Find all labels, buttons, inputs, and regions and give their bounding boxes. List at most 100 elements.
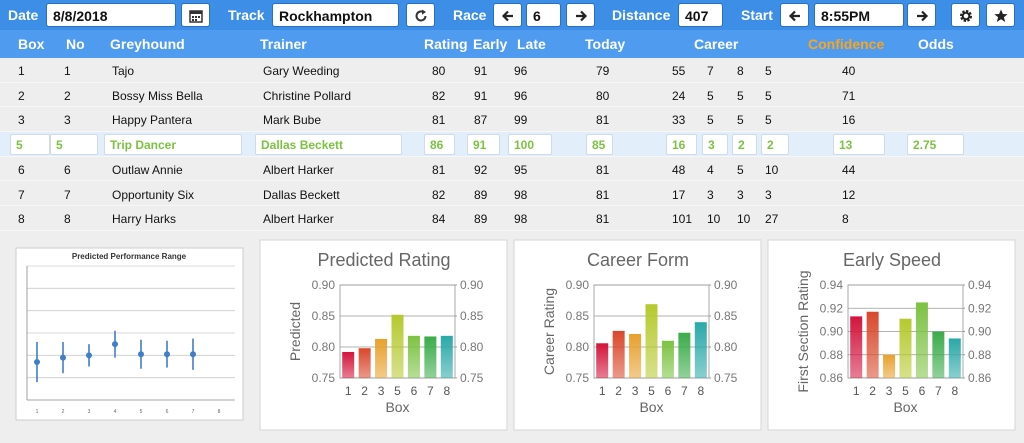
table-cell: 80 — [596, 88, 610, 103]
table-row[interactable]: 8 8 Harry Harks Albert Harker 84 89 98 81 8 101 10… — [0, 206, 1024, 231]
y-tick-label: 0.90 — [566, 278, 590, 292]
table-cell: 5 — [10, 134, 50, 156]
table-cell: 81 — [432, 162, 446, 177]
table-cell: 96 — [514, 64, 528, 78]
next-start-button[interactable] — [907, 3, 936, 27]
track-input[interactable]: Rockhampton — [272, 3, 399, 27]
table-cell: Gary Weeding — [263, 64, 340, 78]
table-cell: 99 — [514, 113, 528, 128]
table-cell: 3 — [707, 187, 714, 202]
x-tick-label: 6 — [665, 384, 672, 398]
table-cell: 5 — [765, 88, 772, 103]
column-header: Box — [18, 36, 45, 52]
table-cell: 96 — [514, 88, 528, 103]
x-tick-label: 3 — [886, 384, 893, 398]
table-cell: Mark Bube — [263, 113, 322, 128]
y2-tick-label: 0.80 — [714, 340, 738, 354]
table-cell: 10 — [737, 212, 751, 227]
table-row[interactable]: 1 1 Tajo Gary Weeding 80 91 96 79 40 55 7 8 5 — [0, 58, 1024, 83]
table-cell: 87 — [474, 113, 488, 128]
bar — [407, 335, 420, 378]
table-cell: 8 — [842, 212, 849, 227]
y-tick-label: 0.75 — [566, 371, 590, 385]
y2-tick-label: 0.90 — [460, 278, 484, 292]
point — [112, 341, 118, 348]
table-cell: 80 — [432, 64, 446, 78]
y-tick-label: 0.92 — [820, 301, 844, 315]
x-tick-label: 2 — [361, 384, 368, 398]
table-cell: Albert Harker — [263, 212, 334, 227]
table-cell: 8 — [18, 212, 25, 227]
bar — [440, 335, 453, 378]
x-tick-label: 1 — [36, 409, 39, 415]
y-tick-label: 0.80 — [312, 340, 336, 354]
refresh-button[interactable] — [406, 3, 435, 27]
x-tick-label: 6 — [411, 384, 418, 398]
table-cell: 81 — [432, 113, 446, 128]
table-cell: 16 — [842, 113, 856, 128]
table-cell: 89 — [474, 187, 488, 202]
table-cell: 7 — [707, 64, 714, 78]
date-input[interactable]: 8/8/2018 — [46, 3, 176, 27]
x-tick-label: 3 — [378, 384, 385, 398]
table-cell: 2 — [761, 134, 789, 156]
x-tick-label: 8 — [951, 384, 958, 398]
prev-race-button[interactable] — [493, 3, 522, 27]
calendar-button[interactable] — [181, 3, 210, 27]
start-input[interactable]: 8:55PM — [814, 3, 904, 27]
x-axis-label: Box — [385, 399, 409, 415]
prev-start-button[interactable] — [780, 3, 809, 27]
table-cell: 85 — [586, 134, 613, 156]
favorite-button[interactable] — [986, 3, 1015, 27]
label: Race — [453, 7, 487, 23]
point — [164, 351, 170, 358]
x-tick-label: 7 — [681, 384, 688, 398]
table-row[interactable]: 6 6 Outlaw Annie Albert Harker 81 92 95 81 44 48 4… — [0, 156, 1024, 182]
table-row[interactable]: 7 7 Opportunity Six Dallas Beckett 82 89 98 81 1… — [0, 181, 1024, 207]
table-row[interactable]: 2 2 Bossy Miss Bella Christine Pollard 82 91 9… — [0, 82, 1024, 108]
table-cell: Christine Pollard — [263, 88, 352, 103]
point — [60, 354, 66, 361]
table-cell: 6 — [18, 162, 25, 177]
column-header: Trainer — [260, 36, 307, 52]
table-cell: Albert Harker — [263, 162, 334, 177]
table-cell: 98 — [514, 187, 528, 202]
table-cell: 6 — [64, 162, 71, 177]
next-race-button[interactable] — [566, 3, 595, 27]
table-cell: 12 — [842, 187, 856, 202]
x-tick-label: 5 — [902, 384, 909, 398]
y-tick-label: 0.75 — [312, 371, 336, 385]
y-tick-label: 0.90 — [312, 278, 336, 292]
column-header: Confidence — [808, 36, 885, 52]
table-cell: 48 — [672, 162, 686, 177]
bar — [678, 332, 691, 378]
table-cell: 5 — [765, 113, 772, 128]
table-cell: Tajo — [112, 64, 135, 78]
x-axis-label: Box — [893, 399, 917, 415]
table-cell: Trip Dancer — [104, 134, 242, 156]
distance-input[interactable]: 407 — [678, 3, 723, 27]
bar — [866, 311, 879, 378]
settings-button[interactable] — [951, 3, 980, 27]
table-row[interactable]: 5 5 Trip Dancer Dallas Beckett 86 91 100 85 13 2.… — [0, 132, 1024, 157]
table-cell: Dallas Beckett — [255, 134, 402, 156]
y-tick-label: 0.85 — [312, 309, 336, 323]
table-row[interactable]: 3 3 Happy Pantera Mark Bube 81 87 99 81 16 33 5 5 5 — [0, 107, 1024, 133]
table-cell: Opportunity Six — [112, 187, 195, 202]
bar — [375, 338, 388, 378]
y-tick-label: 0.85 — [566, 309, 590, 323]
panel-bg — [767, 239, 1016, 431]
y2-tick-label: 0.85 — [460, 309, 484, 323]
bar — [358, 348, 371, 378]
race-input[interactable]: 6 — [526, 3, 561, 27]
table-cell: 1 — [64, 64, 71, 78]
y-tick-label: 0.94 — [820, 278, 844, 292]
bar — [596, 343, 609, 378]
table-cell: 91 — [474, 64, 488, 78]
bar — [342, 351, 355, 378]
table-cell: 2.75 — [907, 134, 964, 156]
table-cell: 7 — [64, 187, 71, 202]
bar — [915, 302, 928, 378]
